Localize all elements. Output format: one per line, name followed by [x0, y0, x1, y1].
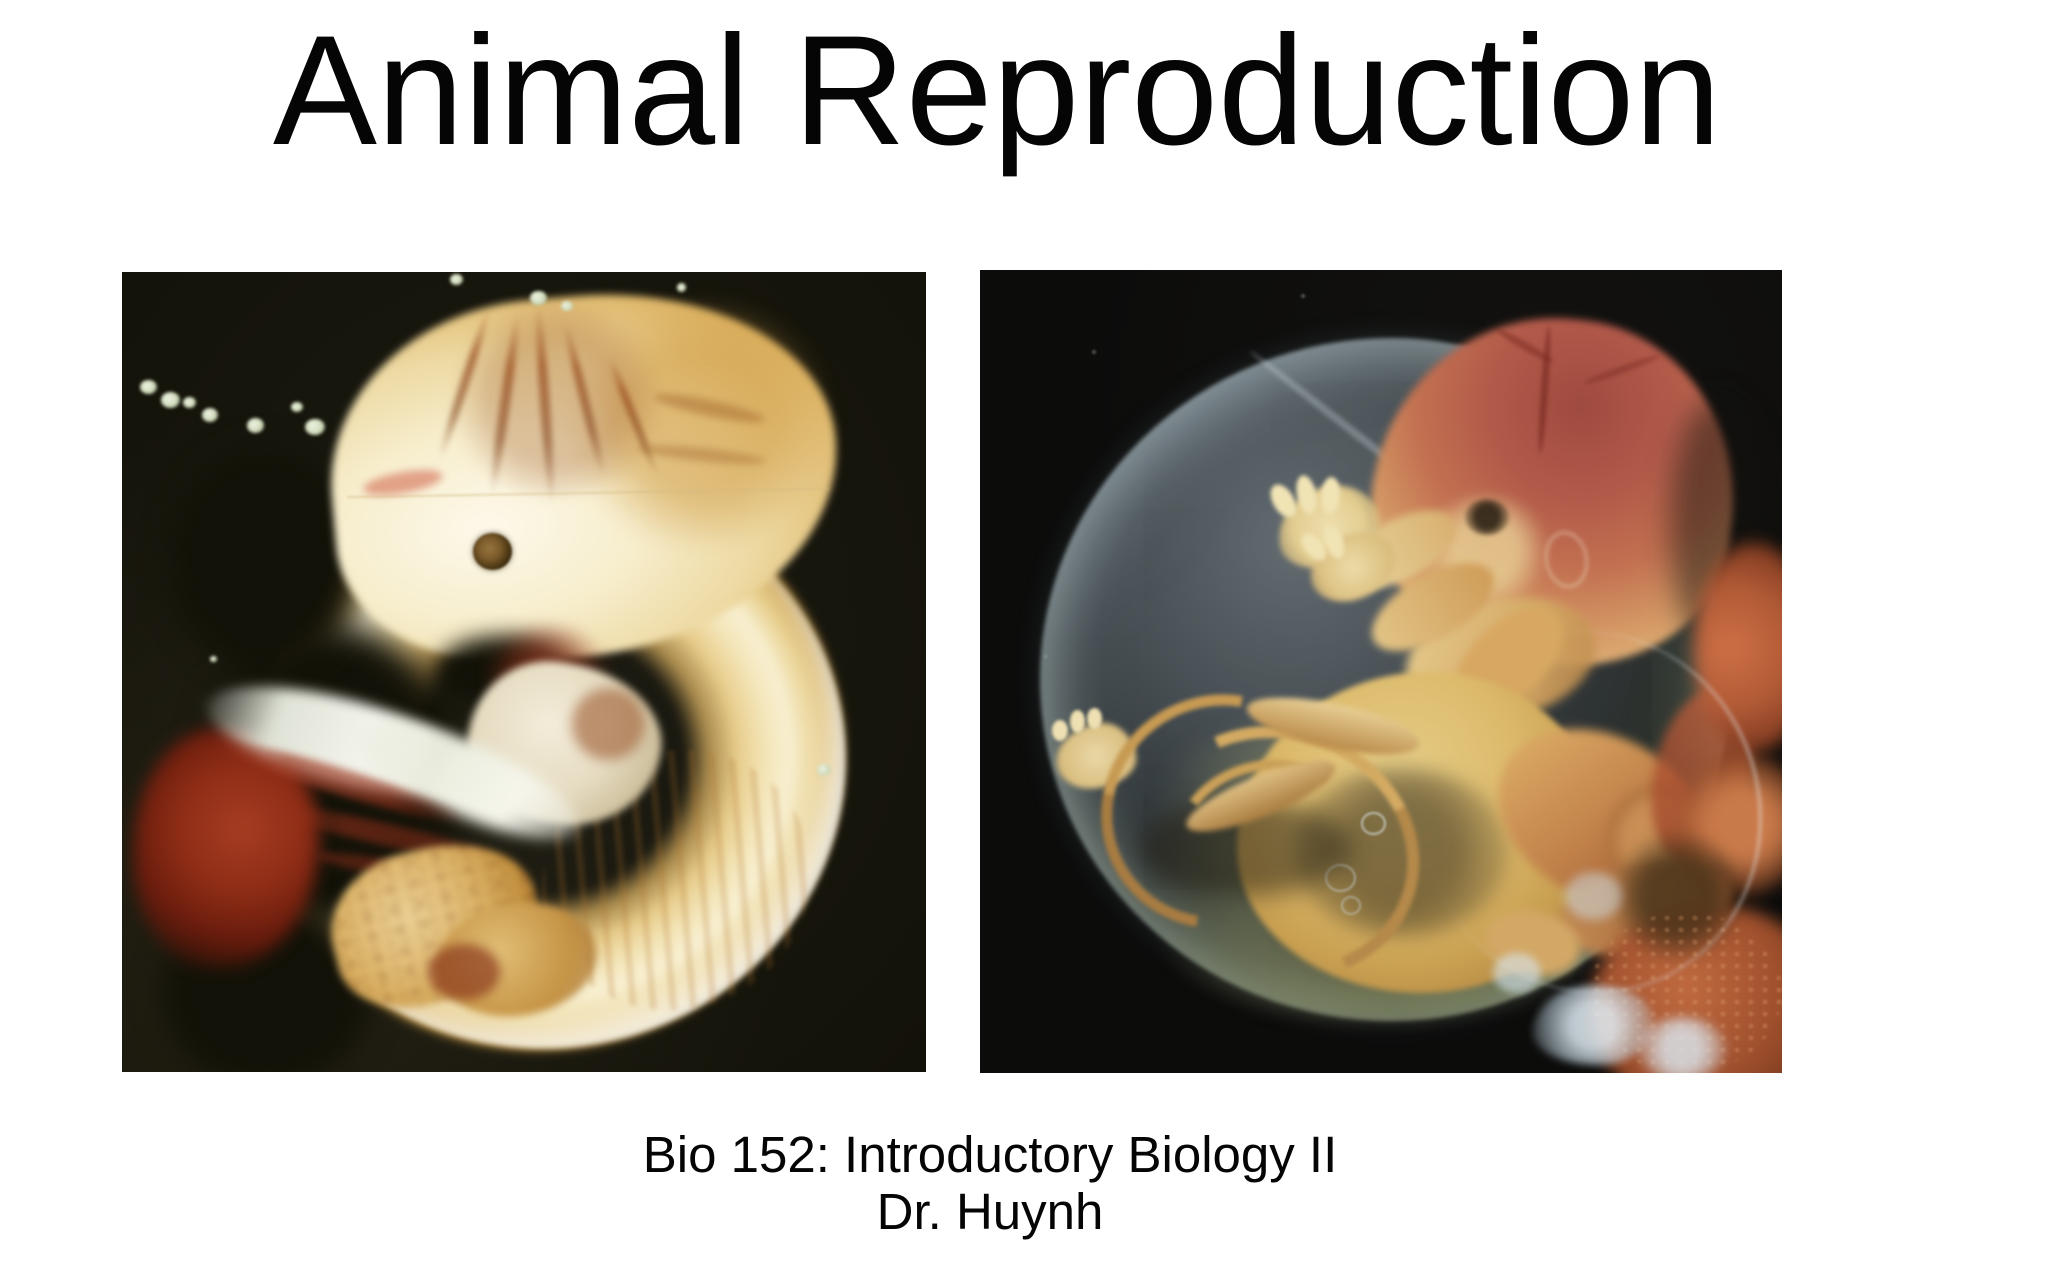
fluid-bubble-ring: [1360, 812, 1386, 836]
floating-debris-dots: [122, 272, 926, 1072]
debris-dot: [560, 300, 574, 312]
debris-dot: [246, 417, 265, 433]
debris-dot: [530, 291, 547, 305]
frost-white-clump: [1533, 984, 1654, 1065]
slide-title: Animal Reproduction: [272, 4, 1722, 178]
debris-dot: [450, 273, 463, 285]
embryo-head-amber-shade: [564, 304, 838, 544]
caption-instructor-line: Dr. Huynh: [876, 1183, 1104, 1240]
caption-course-line: Bio 152: Introductory Biology II: [642, 1126, 1338, 1183]
fetus-toe: [1052, 719, 1069, 741]
debris-dot: [817, 764, 832, 776]
fetus-eye-spot: [1465, 498, 1510, 535]
debris-dot: [676, 283, 687, 292]
embryo-photo: [122, 272, 926, 1072]
debris-dot: [160, 392, 180, 408]
fluid-bubble-ring: [1340, 896, 1361, 915]
debris-dot: [139, 380, 158, 395]
fetus-toe: [1087, 708, 1102, 730]
debris-dot: [305, 419, 325, 436]
debris-dot: [202, 408, 219, 422]
slide-caption: Bio 152: Introductory Biology II Dr. Huy…: [0, 1126, 1980, 1240]
background-speck: [1092, 350, 1097, 355]
embryo-limb-bud-shadow: [572, 688, 645, 760]
embryo-lobe-red-mottle: [427, 944, 500, 1000]
frost-white-clump: [1493, 952, 1542, 993]
debris-dot: [290, 401, 303, 412]
debris-dot: [183, 396, 196, 408]
placenta-tissue: [1693, 543, 1782, 752]
placenta-dark-clump: [1613, 832, 1742, 961]
frost-white-clump: [1637, 1016, 1726, 1073]
fetus-photo: [980, 270, 1782, 1073]
debris-dot: [210, 656, 217, 662]
frost-white-clump: [1565, 872, 1622, 921]
background-speck: [1300, 294, 1305, 299]
fetus-toe: [1069, 710, 1086, 733]
embryo-eye-spot: [472, 532, 512, 571]
